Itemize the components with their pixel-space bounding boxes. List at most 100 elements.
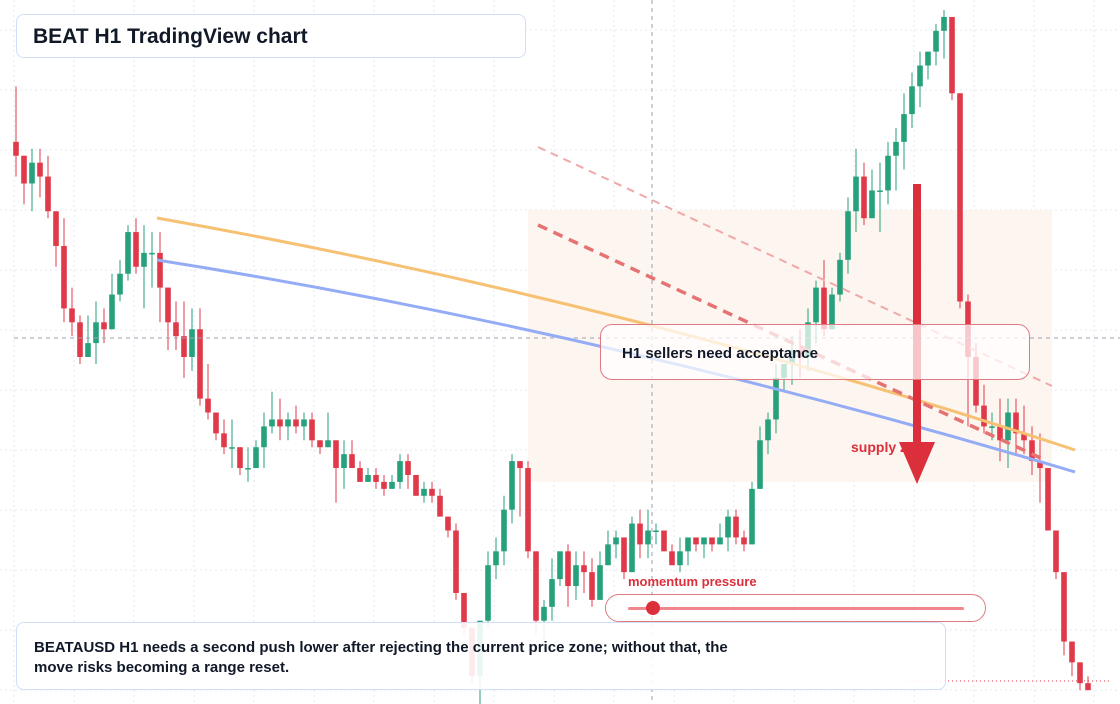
candle-body bbox=[197, 329, 203, 399]
candle-body bbox=[125, 232, 131, 274]
candle-body bbox=[85, 343, 91, 357]
candle-body bbox=[1005, 412, 1011, 441]
candle-body bbox=[245, 468, 251, 470]
candle-body bbox=[725, 516, 731, 538]
trendline-upper bbox=[537, 146, 1053, 387]
momentum-track bbox=[628, 607, 964, 610]
candle-body bbox=[485, 565, 491, 621]
candle-body bbox=[597, 565, 603, 600]
candle-body bbox=[741, 537, 747, 545]
candle-body bbox=[69, 308, 75, 323]
candle-body bbox=[845, 211, 851, 260]
candle-body bbox=[285, 419, 291, 427]
candle-body bbox=[1045, 468, 1051, 531]
candle-body bbox=[381, 481, 387, 489]
candle-body bbox=[829, 294, 835, 330]
candle-body bbox=[101, 322, 107, 330]
candle-body bbox=[493, 551, 499, 566]
candle-body bbox=[133, 232, 139, 267]
candle-body bbox=[77, 322, 83, 357]
candle-body bbox=[773, 377, 779, 420]
candlestick-series bbox=[13, 10, 1091, 704]
candle-body bbox=[229, 447, 235, 449]
candle-body bbox=[1037, 461, 1043, 469]
candle-body bbox=[893, 141, 899, 156]
candle-body bbox=[565, 551, 571, 587]
candle-body bbox=[269, 419, 275, 427]
candle-body bbox=[757, 440, 763, 489]
candle-body bbox=[525, 468, 531, 552]
momentum-thumb[interactable] bbox=[646, 601, 661, 615]
candle-body bbox=[821, 287, 827, 330]
candle-body bbox=[37, 162, 43, 177]
candle-body bbox=[429, 488, 435, 496]
candle-body bbox=[1077, 662, 1083, 684]
candle-body bbox=[341, 454, 347, 469]
candle-body bbox=[501, 509, 507, 552]
candle-body bbox=[13, 141, 19, 156]
candle-body bbox=[709, 537, 715, 545]
candle-body bbox=[901, 114, 907, 142]
arrow-down-head bbox=[899, 442, 935, 484]
candle-body bbox=[173, 322, 179, 337]
candle-body bbox=[509, 461, 515, 510]
candle-body bbox=[717, 537, 723, 545]
candle-body bbox=[909, 86, 915, 115]
candle-body bbox=[189, 329, 195, 357]
candle-body bbox=[653, 530, 659, 532]
candle-body bbox=[141, 252, 147, 267]
title-panel: BEAT H1 TradingView chart bbox=[16, 14, 526, 58]
candle-body bbox=[621, 537, 627, 573]
candle-body bbox=[413, 474, 419, 496]
candle-body bbox=[853, 176, 859, 212]
candle-body bbox=[261, 426, 267, 448]
candle-body bbox=[669, 551, 675, 566]
candle-body bbox=[925, 51, 931, 66]
candle-body bbox=[765, 419, 771, 441]
candle-body bbox=[213, 412, 219, 434]
candle-body bbox=[733, 516, 739, 538]
analysis-note: BEATAUSD H1 needs a second push lower af… bbox=[34, 639, 728, 676]
candle-body bbox=[549, 579, 555, 607]
candle-body bbox=[165, 287, 171, 323]
candle-body bbox=[973, 357, 979, 406]
momentum-label: momentum pressure bbox=[628, 574, 757, 589]
candle-body bbox=[389, 481, 395, 489]
candle-body bbox=[93, 322, 99, 344]
candle-body bbox=[445, 516, 451, 531]
candle-body bbox=[237, 447, 243, 469]
candle-body bbox=[301, 419, 307, 427]
candle-body bbox=[277, 419, 283, 427]
candle-body bbox=[885, 155, 891, 191]
candle-body bbox=[1053, 530, 1059, 573]
candle-body bbox=[221, 433, 227, 448]
candle-body bbox=[405, 461, 411, 475]
candle-body bbox=[701, 537, 707, 545]
candle-body bbox=[157, 252, 163, 288]
candle-body bbox=[1069, 641, 1075, 663]
acceptance-callout: H1 sellers need acceptance bbox=[600, 324, 1030, 380]
candle-body bbox=[869, 190, 875, 219]
arrow-down-icon bbox=[899, 184, 935, 484]
candle-body bbox=[45, 176, 51, 212]
candle-body bbox=[109, 294, 115, 330]
candle-body bbox=[309, 419, 315, 441]
candle-body bbox=[1013, 412, 1019, 434]
candle-body bbox=[957, 93, 963, 302]
momentum-slider[interactable] bbox=[605, 594, 986, 622]
moving-average-fast bbox=[156, 216, 1076, 452]
candle-body bbox=[557, 551, 563, 580]
candle-body bbox=[581, 565, 587, 573]
candle-body bbox=[637, 523, 643, 545]
candle-body bbox=[573, 565, 579, 587]
candle-body bbox=[461, 592, 467, 628]
candle-body bbox=[933, 30, 939, 52]
candle-body bbox=[349, 454, 355, 469]
candle-body bbox=[253, 447, 259, 469]
candle-body bbox=[61, 245, 67, 309]
candle-body bbox=[989, 426, 995, 428]
candle-body bbox=[613, 537, 619, 545]
candle-body bbox=[293, 419, 299, 427]
candle-body bbox=[541, 606, 547, 621]
candle-body bbox=[357, 468, 363, 482]
